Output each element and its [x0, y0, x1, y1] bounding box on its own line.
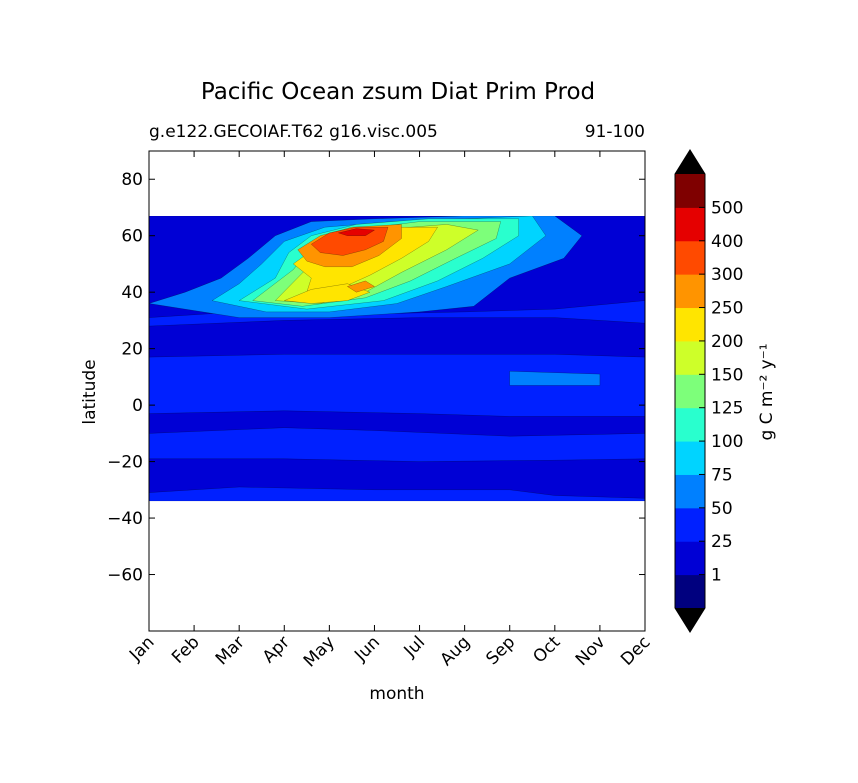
colorbar-segment [675, 207, 705, 242]
x-tick-label: Jun [350, 632, 384, 666]
y-axis-label: latitude [80, 359, 100, 424]
colorbar-label: g C m⁻² y⁻¹ [757, 343, 777, 440]
y-axis: 80 60 40 20 0 −20 −40 −60 [107, 170, 645, 586]
colorbar-tick-label: 250 [711, 299, 743, 319]
plot-area [148, 150, 646, 632]
x-tick-label: Jan [125, 632, 158, 665]
contour-region [338, 228, 375, 236]
contour-region [149, 317, 645, 358]
y-tick-label: −60 [107, 566, 143, 586]
colorbar-segment [675, 240, 705, 275]
colorbar-tick-label: 100 [711, 432, 743, 452]
colorbar-tick-label: 75 [711, 465, 733, 485]
contour-region [311, 226, 389, 256]
contour-region [509, 371, 601, 386]
y-tick-label: 80 [121, 170, 143, 190]
colorbar-tick-label: 400 [711, 232, 743, 252]
colorbar-tick-label: 125 [711, 399, 743, 419]
contour-region [149, 458, 645, 499]
contour-region [347, 280, 375, 293]
chart-subtitle-left: g.e122.GECOIAF.T62 g16.visc.005 [149, 122, 438, 142]
colorbar-segment [675, 274, 705, 309]
colorbar-segment [675, 441, 705, 475]
colorbar-segment [675, 340, 705, 375]
y-tick-label: 20 [121, 340, 143, 360]
colorbar-tick-label: 200 [711, 332, 743, 352]
x-tick-label: Feb [168, 632, 203, 667]
x-axis-label: month [369, 684, 424, 704]
colorbar-segment [675, 574, 705, 609]
colorbar-tick-label: 150 [711, 365, 743, 385]
colorbar-segment [675, 307, 705, 342]
x-tick-label: Sep [482, 632, 519, 669]
x-tick-label: Nov [572, 632, 610, 670]
colorbar-tick-label: 1 [711, 566, 722, 586]
colorbar-tick-label: 500 [711, 198, 743, 218]
y-tick-label: 40 [121, 283, 143, 303]
colorbar-tick-label: 25 [711, 532, 733, 552]
colorbar-under-triangle [675, 608, 705, 632]
y-tick-label: −40 [107, 509, 143, 529]
y-tick-label: −20 [107, 453, 143, 473]
colorbar-tick-label: 300 [711, 265, 743, 285]
colorbar-segment [675, 541, 705, 576]
colorbar-segment [675, 474, 705, 509]
colorbar-segment [675, 174, 705, 208]
x-tick-label: May [300, 632, 339, 671]
x-tick-label: Mar [212, 632, 249, 669]
contour-region [284, 283, 371, 304]
colorbar-outline [674, 149, 706, 633]
contour-region [149, 410, 645, 437]
x-tick-label: Oct [529, 632, 564, 667]
chart-subtitle-right: 91-100 [585, 122, 645, 142]
colorbar-segment [675, 407, 705, 442]
x-tick-label: Dec [617, 632, 654, 669]
plot-frame [148, 150, 646, 632]
y-tick-label: 60 [121, 227, 143, 247]
chart-title: Pacific Ocean zsum Diat Prim Prod [201, 79, 595, 105]
x-tick-label: Aug [437, 632, 475, 670]
colorbar-segment [675, 507, 705, 542]
x-tick-label: Jul [400, 632, 429, 661]
y-tick-label: 0 [132, 396, 143, 416]
colorbar-over-triangle [675, 150, 705, 174]
colorbar-tick-label: 50 [711, 499, 733, 519]
colorbar-segment [675, 374, 705, 409]
x-tick-label: Apr [259, 632, 294, 667]
